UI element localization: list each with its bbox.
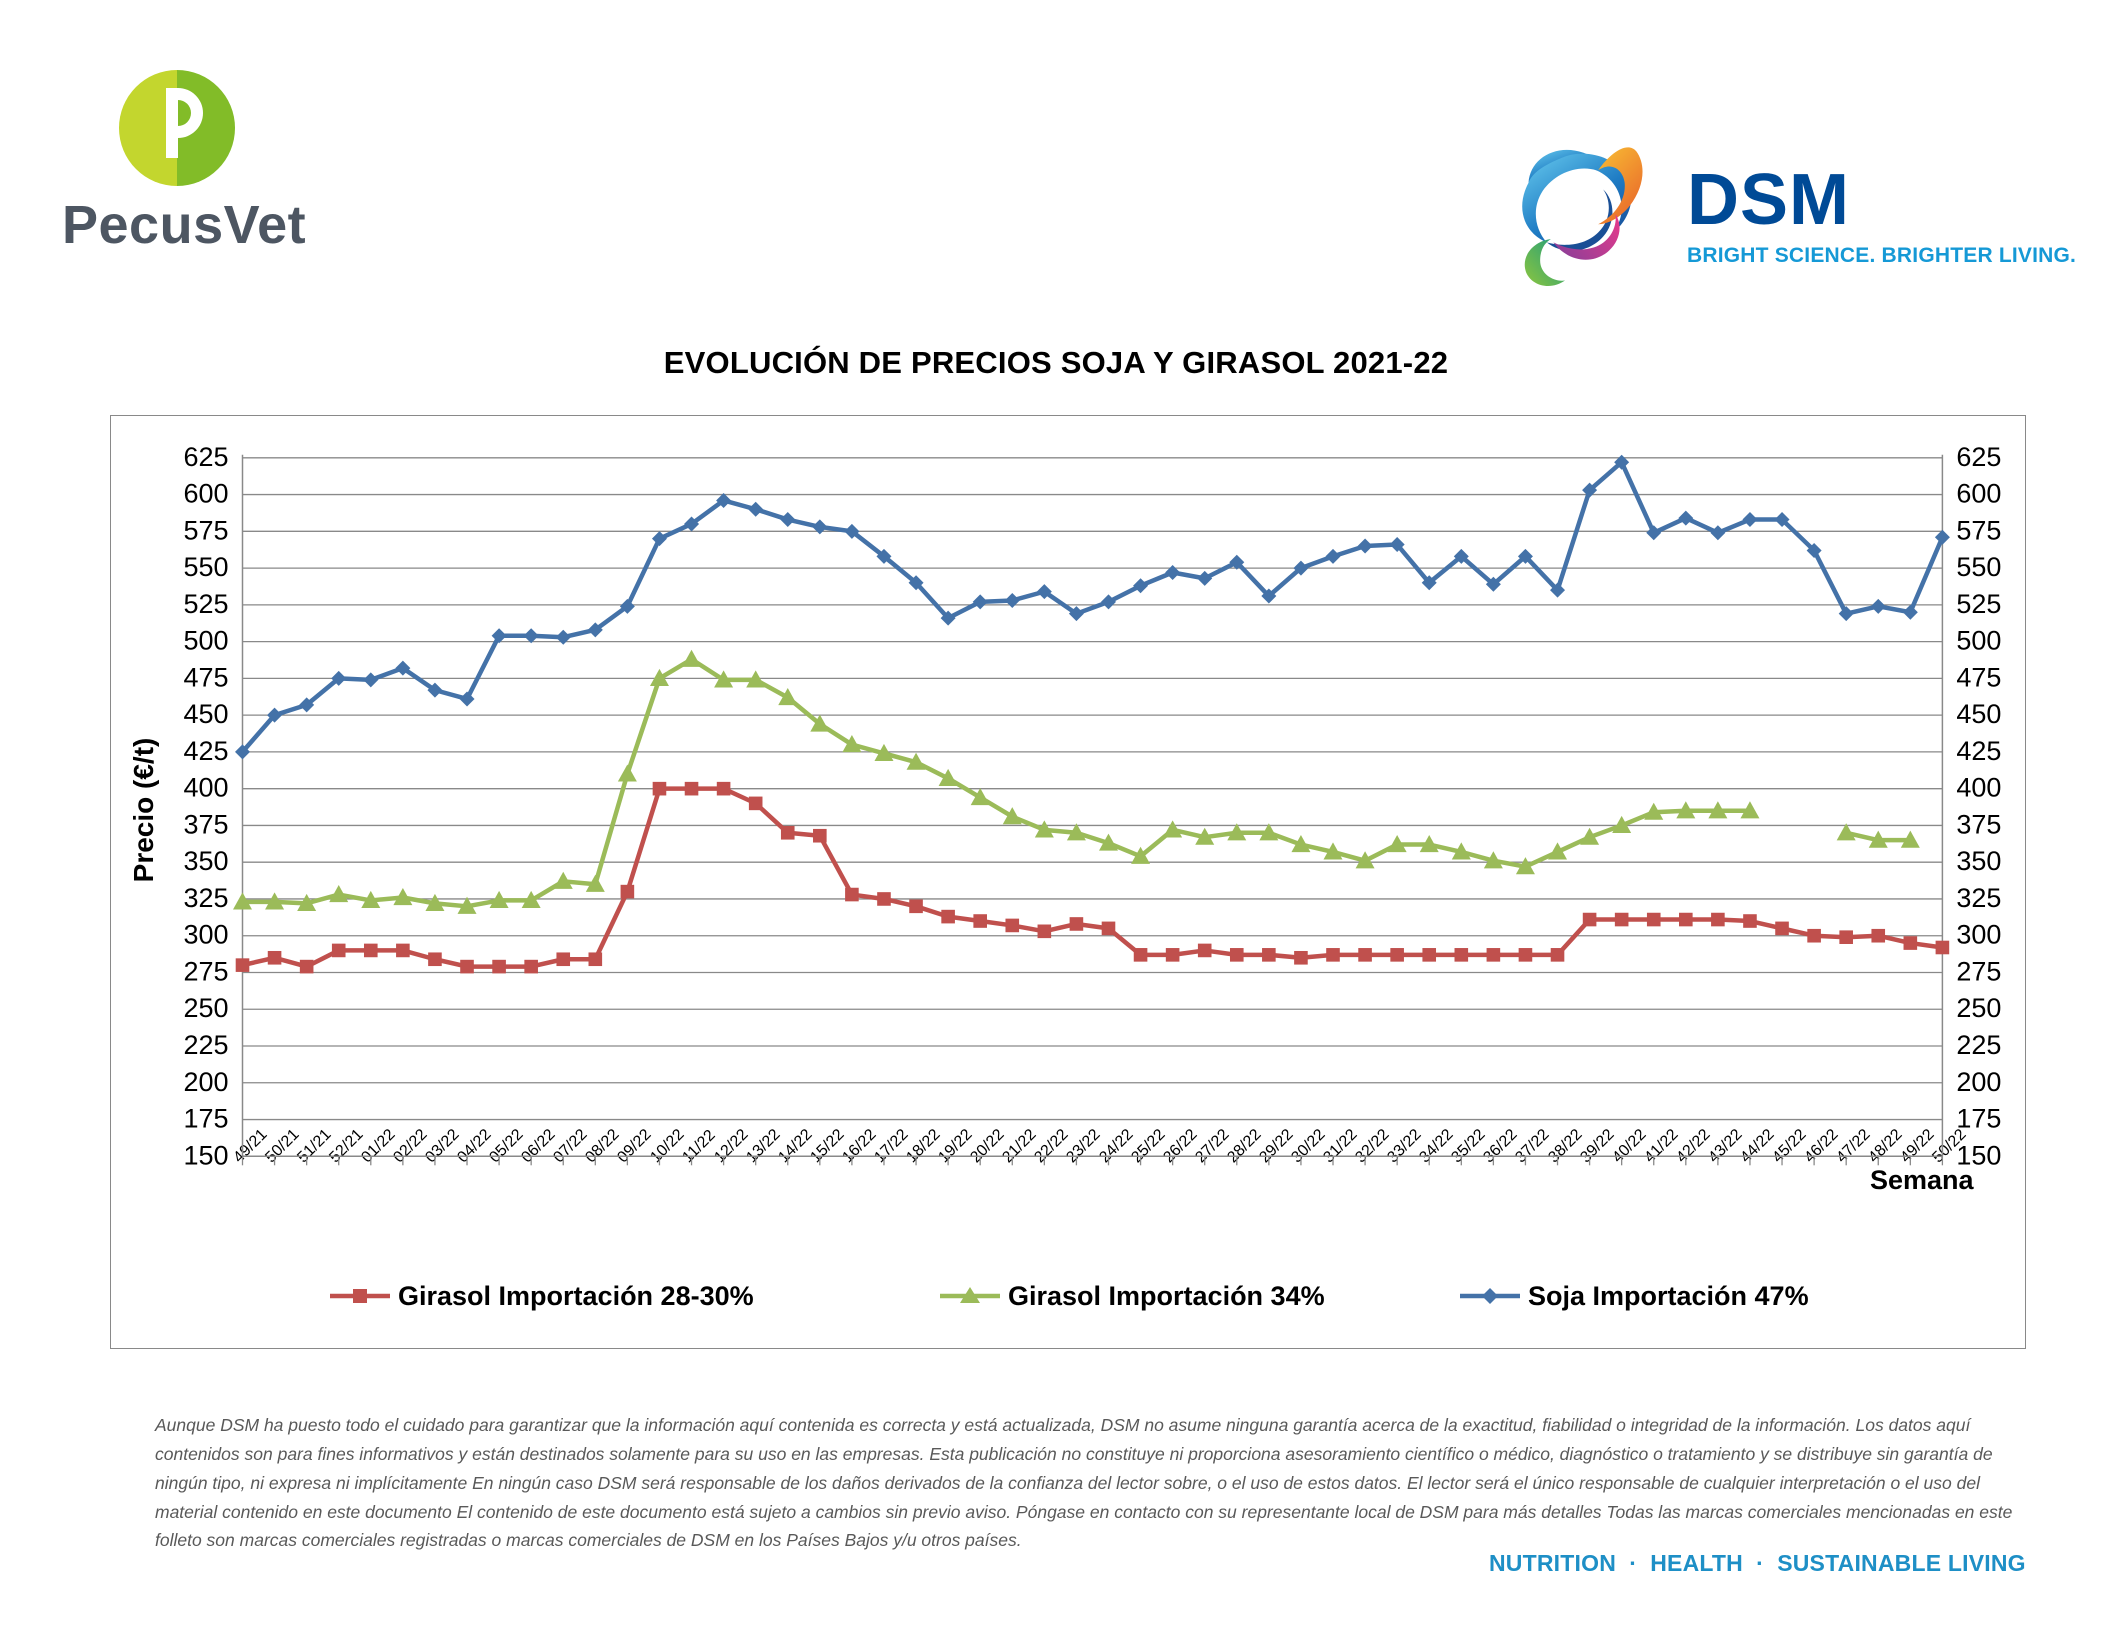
svg-text:275: 275 (183, 956, 228, 986)
svg-text:400: 400 (183, 773, 228, 803)
svg-text:600: 600 (183, 479, 228, 509)
svg-text:350: 350 (183, 846, 228, 876)
svg-text:425: 425 (183, 736, 228, 766)
svg-text:225: 225 (1956, 1030, 2001, 1060)
svg-text:300: 300 (183, 920, 228, 950)
svg-text:300: 300 (1956, 920, 2001, 950)
svg-text:625: 625 (1956, 442, 2001, 472)
svg-text:400: 400 (1956, 773, 2001, 803)
svg-text:225: 225 (183, 1030, 228, 1060)
svg-text:550: 550 (1956, 552, 2001, 582)
svg-text:200: 200 (183, 1067, 228, 1097)
svg-text:150: 150 (183, 1140, 228, 1170)
svg-text:625: 625 (183, 442, 228, 472)
svg-text:550: 550 (183, 552, 228, 582)
svg-text:250: 250 (1956, 993, 2001, 1023)
svg-text:575: 575 (1956, 515, 2001, 545)
svg-text:375: 375 (1956, 809, 2001, 839)
svg-text:575: 575 (183, 515, 228, 545)
svg-text:525: 525 (1956, 589, 2001, 619)
svg-text:200: 200 (1956, 1067, 2001, 1097)
svg-text:325: 325 (183, 883, 228, 913)
svg-text:175: 175 (183, 1104, 228, 1134)
svg-text:325: 325 (1956, 883, 2001, 913)
svg-text:175: 175 (1956, 1104, 2001, 1134)
svg-text:450: 450 (1956, 699, 2001, 729)
svg-text:425: 425 (1956, 736, 2001, 766)
svg-text:500: 500 (183, 626, 228, 656)
svg-text:600: 600 (1956, 479, 2001, 509)
svg-text:525: 525 (183, 589, 228, 619)
svg-text:500: 500 (1956, 626, 2001, 656)
svg-text:350: 350 (1956, 846, 2001, 876)
svg-text:475: 475 (183, 662, 228, 692)
svg-text:450: 450 (183, 699, 228, 729)
svg-text:475: 475 (1956, 662, 2001, 692)
svg-text:275: 275 (1956, 956, 2001, 986)
svg-text:150: 150 (1956, 1140, 2001, 1170)
svg-text:375: 375 (183, 809, 228, 839)
svg-text:250: 250 (183, 993, 228, 1023)
